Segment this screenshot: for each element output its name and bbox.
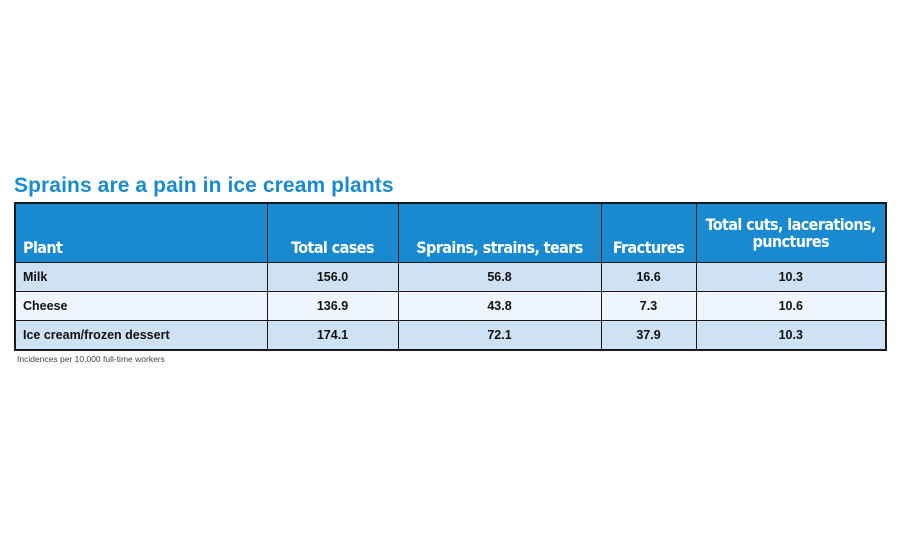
cell-milk-fractures: 16.6 <box>600 262 697 292</box>
cell-milk-cuts: 10.3 <box>695 262 887 292</box>
table-row-cheese: Cheese 136.9 43.8 7.3 10.6 <box>14 291 887 321</box>
column-header-sprains: Sprains, strains, tears <box>397 202 602 263</box>
injury-table: Plant Total cases Sprains, strains, tear… <box>14 202 887 351</box>
column-header-fractures: Fractures <box>600 202 697 263</box>
cell-milk-sprains: 56.8 <box>397 262 602 292</box>
cell-cheese-cuts: 10.6 <box>695 291 887 321</box>
column-header-plant: Plant <box>14 202 268 263</box>
table-title: Sprains are a pain in ice cream plants <box>14 174 394 197</box>
cell-ice-cream-fractures: 37.9 <box>600 320 697 351</box>
cell-ice-cream-total-cases: 174.1 <box>266 320 399 351</box>
cell-cheese-fractures: 7.3 <box>600 291 697 321</box>
table-row-ice-cream: Ice cream/frozen dessert 174.1 72.1 37.9… <box>14 320 887 351</box>
table-row-milk: Milk 156.0 56.8 16.6 10.3 <box>14 262 887 292</box>
cell-ice-cream-sprains: 72.1 <box>397 320 602 351</box>
row-label-ice-cream: Ice cream/frozen dessert <box>14 320 268 351</box>
footnote: Incidences per 10,000 full-time workers <box>17 354 165 364</box>
header-row: Plant Total cases Sprains, strains, tear… <box>14 202 887 263</box>
cell-cheese-sprains: 43.8 <box>397 291 602 321</box>
cell-cheese-total-cases: 136.9 <box>266 291 399 321</box>
column-header-cuts: Total cuts, lacerations, punctures <box>695 202 887 263</box>
cell-ice-cream-cuts: 10.3 <box>695 320 887 351</box>
cell-milk-total-cases: 156.0 <box>266 262 399 292</box>
column-header-total-cases: Total cases <box>266 202 399 263</box>
row-label-cheese: Cheese <box>14 291 268 321</box>
row-label-milk: Milk <box>14 262 268 292</box>
